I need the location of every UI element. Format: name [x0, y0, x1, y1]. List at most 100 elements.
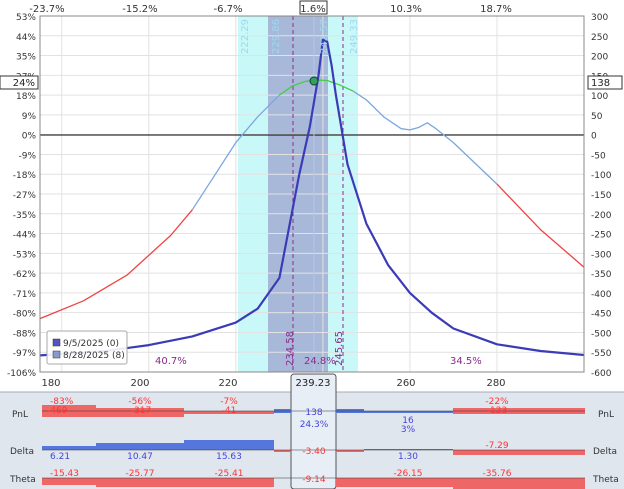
stats-panel: 239.23 PnL PnL -83% -469 -56% -317 -7% -… — [0, 373, 624, 489]
left-axis-tick-label: -88% — [13, 329, 37, 339]
right-axis: 300250200150100500-50-100-150-200-250-30… — [591, 13, 612, 379]
theta-value: -25.77 — [125, 469, 154, 479]
series-2-line — [352, 90, 498, 185]
top-axis-label: -6.7% — [213, 4, 242, 15]
left-axis-tick-label: 53% — [16, 13, 36, 23]
bottom-axis-label: 220 — [218, 378, 237, 389]
left-axis: 53%44%35%27%18%9%0%-9%-18%-27%-35%-44%-5… — [7, 13, 36, 379]
delta-current-value: -3.40 — [302, 447, 326, 457]
right-axis-tick-label: -450 — [591, 310, 612, 320]
left-axis-current-label: 24% — [13, 78, 35, 89]
legend-label-2: 8/28/2025 (8) — [63, 351, 125, 361]
left-axis-tick-label: 9% — [22, 112, 37, 122]
left-axis-tick-label: 44% — [16, 33, 36, 43]
theta-bar — [453, 478, 585, 489]
right-axis-tick-label: 200 — [591, 53, 608, 63]
right-axis-tick-label: -200 — [591, 211, 612, 221]
left-axis-tick-label: -44% — [13, 231, 37, 241]
right-axis-tick-label: -300 — [591, 250, 612, 260]
theta-bar — [184, 478, 274, 487]
strike-labels: 234.58 245.65 — [285, 331, 345, 366]
right-axis-current-box — [587, 75, 623, 90]
delta-bars — [42, 440, 585, 455]
series-2-line-left — [40, 209, 193, 320]
bottom-axis-label: 200 — [130, 378, 149, 389]
delta-bar — [96, 443, 184, 450]
theta-current-value: -9.14 — [302, 475, 326, 485]
right-axis-current-label: 138 — [591, 78, 610, 89]
legend-label-1: 9/5/2025 (0) — [63, 339, 119, 349]
left-axis-current: 24% — [0, 75, 39, 90]
right-axis-current: 138 — [587, 75, 623, 90]
delta-bar — [336, 450, 364, 452]
pct-label-center: 24.8% — [304, 356, 336, 367]
pnl-value: -469 — [47, 406, 68, 416]
pnl-value: -123 — [487, 406, 507, 416]
plot-frame — [39, 15, 585, 373]
right-axis-tick-label: -350 — [591, 270, 612, 280]
left-axis-tick-label: -106% — [7, 369, 36, 379]
theta-bar — [336, 478, 453, 487]
delta-bar — [42, 446, 96, 450]
right-axis-tick-label: -600 — [591, 369, 612, 379]
pnl-current-value: 138 — [305, 408, 322, 418]
left-axis-tick-label: 35% — [16, 53, 36, 63]
sd-label-1: 222.29 — [240, 19, 251, 54]
right-axis-tick-label: -500 — [591, 329, 612, 339]
delta-value: 10.47 — [127, 452, 153, 462]
delta-value: -7.29 — [485, 441, 509, 451]
curves — [40, 38, 584, 357]
series-2-line-right — [496, 183, 584, 268]
left-axis-tick-label: -97% — [13, 349, 37, 359]
current-position-marker[interactable] — [309, 76, 319, 86]
pnl-bar — [184, 411, 274, 414]
theta-value: -35.76 — [482, 469, 511, 479]
pnl-bars — [42, 405, 585, 417]
sd-label-3: 242.57 — [319, 19, 330, 54]
right-axis-tick-label: -250 — [591, 231, 612, 241]
delta-bar — [184, 440, 274, 450]
series-2-line-profit-zone — [279, 79, 354, 96]
left-axis-tick-label: 0% — [22, 132, 37, 142]
left-axis-tick-label: -71% — [13, 290, 37, 300]
pnl-pct: -56% — [128, 397, 152, 407]
bottom-axis-label: 280 — [486, 378, 505, 389]
theta-bars — [42, 477, 585, 489]
delta-value: 6.21 — [50, 452, 70, 462]
theta-bar — [96, 478, 184, 487]
pct-label-right: 34.5% — [450, 356, 482, 367]
pnl-pct: -83% — [50, 397, 74, 407]
pnl-bar — [96, 408, 184, 417]
bottom-axis-current-label: 239.23 — [296, 378, 331, 389]
bottom-axis-label: 180 — [41, 378, 60, 389]
pnl-bar — [364, 411, 453, 413]
delta-value: 1.30 — [398, 452, 418, 462]
series-1-line — [40, 38, 584, 357]
right-axis-tick-label: -550 — [591, 349, 612, 359]
legend-box — [46, 330, 128, 365]
pnl-pct: -7% — [220, 397, 238, 407]
pnl-row-label: PnL — [12, 410, 28, 420]
theta-value: -26.15 — [393, 469, 422, 479]
theta-row-label: Theta — [9, 475, 36, 485]
right-axis-tick-label: 100 — [591, 92, 608, 102]
left-axis-tick-label: -18% — [13, 171, 37, 181]
legend-swatch-2 — [52, 350, 61, 359]
left-axis-tick-label: -53% — [13, 250, 37, 260]
current-column — [290, 373, 337, 489]
pnl-value: -317 — [131, 406, 151, 416]
bottom-axis-label: 260 — [396, 378, 415, 389]
top-axis-label: 10.3% — [390, 4, 422, 15]
top-axis-current-label: 1.6% — [300, 4, 325, 15]
theta-bar — [42, 478, 96, 485]
left-axis-tick-label: -62% — [13, 270, 37, 280]
left-axis-tick-label: -35% — [13, 211, 37, 221]
top-axis-current-box — [299, 0, 328, 15]
top-axis-label: 18.7% — [480, 4, 512, 15]
top-axis: -23.7% -15.2% -6.7% 1.6% 10.3% 18.7% — [29, 0, 512, 15]
theta-value: -15.43 — [50, 469, 79, 479]
pnl-value: -41 — [222, 406, 237, 416]
delta-bar — [364, 449, 453, 450]
sd-label-4: 249.33 — [349, 19, 360, 54]
